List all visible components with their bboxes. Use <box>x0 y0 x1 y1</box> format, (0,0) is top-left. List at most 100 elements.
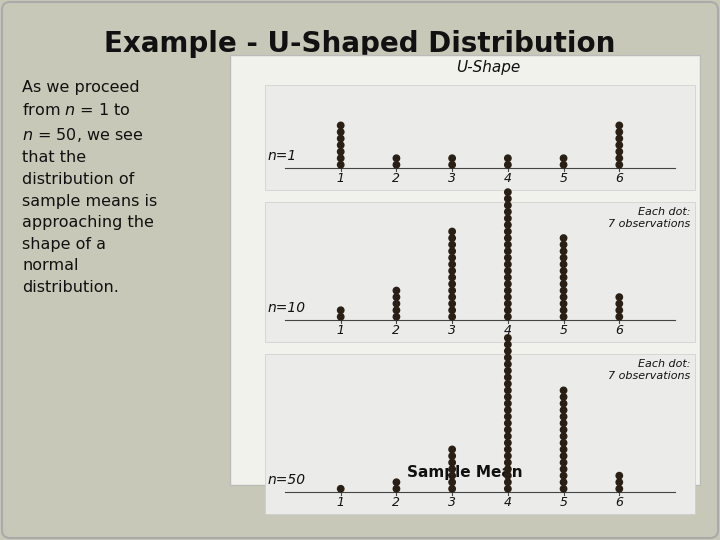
Circle shape <box>505 440 511 446</box>
Circle shape <box>449 300 455 307</box>
Circle shape <box>505 228 511 235</box>
Text: Each dot:
7 observations: Each dot: 7 observations <box>608 207 690 228</box>
Circle shape <box>505 248 511 254</box>
Circle shape <box>616 294 623 300</box>
Text: 5: 5 <box>559 172 567 185</box>
Circle shape <box>560 235 567 241</box>
Circle shape <box>393 155 400 161</box>
Circle shape <box>505 254 511 261</box>
Circle shape <box>560 414 567 420</box>
Text: n=10: n=10 <box>268 301 306 315</box>
Circle shape <box>449 460 455 466</box>
Circle shape <box>560 387 567 394</box>
Circle shape <box>560 268 567 274</box>
Circle shape <box>449 155 455 161</box>
Circle shape <box>505 348 511 354</box>
Circle shape <box>393 300 400 307</box>
Circle shape <box>449 228 455 235</box>
Text: 3: 3 <box>448 172 456 185</box>
Circle shape <box>449 472 455 479</box>
Circle shape <box>393 485 400 492</box>
Circle shape <box>338 129 344 135</box>
Circle shape <box>616 479 623 485</box>
Circle shape <box>560 427 567 433</box>
Circle shape <box>560 453 567 459</box>
Text: 1: 1 <box>337 496 345 509</box>
Circle shape <box>505 381 511 387</box>
Circle shape <box>338 307 344 313</box>
Circle shape <box>560 407 567 413</box>
Circle shape <box>505 460 511 466</box>
Circle shape <box>505 387 511 394</box>
Circle shape <box>505 274 511 281</box>
Text: n=50: n=50 <box>268 473 306 487</box>
Circle shape <box>449 274 455 281</box>
Circle shape <box>449 268 455 274</box>
Circle shape <box>560 446 567 453</box>
Circle shape <box>560 460 567 466</box>
Circle shape <box>449 161 455 168</box>
Circle shape <box>505 453 511 459</box>
Circle shape <box>505 314 511 320</box>
Circle shape <box>449 307 455 313</box>
Circle shape <box>505 466 511 472</box>
Circle shape <box>616 472 623 479</box>
Text: 5: 5 <box>559 324 567 337</box>
Text: 4: 4 <box>504 324 512 337</box>
Circle shape <box>616 300 623 307</box>
Circle shape <box>505 215 511 221</box>
Circle shape <box>393 314 400 320</box>
Circle shape <box>560 466 567 472</box>
Text: 3: 3 <box>448 496 456 509</box>
Circle shape <box>505 195 511 202</box>
Circle shape <box>560 307 567 313</box>
Circle shape <box>560 294 567 300</box>
Text: 6: 6 <box>616 172 624 185</box>
Circle shape <box>616 136 623 142</box>
Circle shape <box>449 453 455 459</box>
Circle shape <box>449 314 455 320</box>
Circle shape <box>505 208 511 215</box>
Circle shape <box>449 466 455 472</box>
Circle shape <box>616 485 623 492</box>
Circle shape <box>505 287 511 294</box>
Circle shape <box>505 394 511 400</box>
Circle shape <box>560 287 567 294</box>
Circle shape <box>616 122 623 129</box>
Text: 6: 6 <box>616 496 624 509</box>
Circle shape <box>616 314 623 320</box>
Circle shape <box>560 155 567 161</box>
Circle shape <box>505 354 511 361</box>
Circle shape <box>338 142 344 149</box>
Circle shape <box>560 485 567 492</box>
Circle shape <box>505 407 511 413</box>
Circle shape <box>505 374 511 381</box>
Circle shape <box>338 155 344 161</box>
Circle shape <box>505 368 511 374</box>
Circle shape <box>449 294 455 300</box>
Circle shape <box>505 300 511 307</box>
Circle shape <box>505 446 511 453</box>
Circle shape <box>505 241 511 248</box>
Text: As we proceed
from $n$ = 1 to
$n$ = 50, we see
that the
distribution of
sample m: As we proceed from $n$ = 1 to $n$ = 50, … <box>22 80 157 295</box>
Circle shape <box>560 400 567 407</box>
Circle shape <box>449 261 455 267</box>
Text: 2: 2 <box>392 324 400 337</box>
Text: 6: 6 <box>616 324 624 337</box>
Circle shape <box>560 161 567 168</box>
Circle shape <box>338 485 344 492</box>
Circle shape <box>505 307 511 313</box>
Text: 2: 2 <box>392 496 400 509</box>
Circle shape <box>449 235 455 241</box>
Circle shape <box>505 361 511 367</box>
Circle shape <box>560 314 567 320</box>
Circle shape <box>449 248 455 254</box>
Circle shape <box>338 314 344 320</box>
Circle shape <box>505 281 511 287</box>
Circle shape <box>505 268 511 274</box>
Circle shape <box>560 281 567 287</box>
Text: 5: 5 <box>559 496 567 509</box>
Circle shape <box>505 189 511 195</box>
Circle shape <box>616 129 623 135</box>
Circle shape <box>560 479 567 485</box>
